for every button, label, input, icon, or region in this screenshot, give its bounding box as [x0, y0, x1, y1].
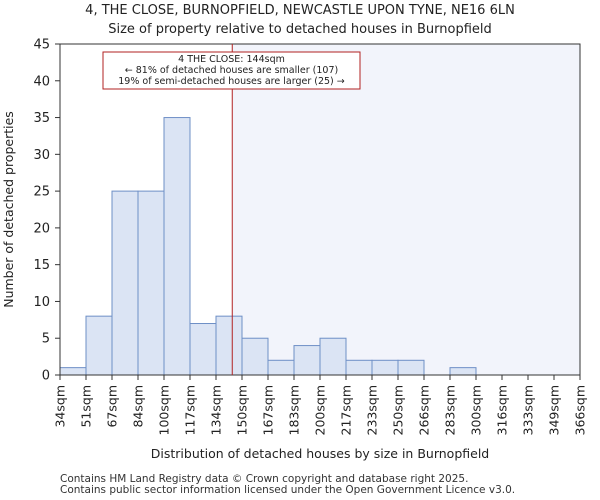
bar-233sqm	[371, 359, 399, 376]
chart-subtitle: Size of property relative to detached ho…	[108, 22, 492, 37]
bar-217sqm	[345, 359, 373, 376]
x-tick-label: 266sqm	[417, 385, 432, 435]
histogram-chart: 0 5 10 15 20 25 30 35 40 45 34sqm 51sqm 67sqm 84sqm 10…	[1, 38, 588, 462]
x-tick-label: 316sqm	[495, 385, 510, 435]
x-tick-label: 283sqm	[443, 385, 458, 435]
bar-283sqm	[449, 367, 477, 376]
bar-167sqm	[267, 359, 295, 376]
x-tick-label: 100sqm	[157, 385, 172, 435]
bar-51sqm	[85, 315, 113, 376]
y-tick-label: 25	[33, 185, 50, 200]
x-tick-label: 51sqm	[79, 385, 94, 428]
footer-copyright: Contains HM Land Registry data © Crown c…	[60, 473, 469, 485]
x-tick-label: 300sqm	[469, 385, 484, 435]
x-tick-label: 349sqm	[547, 385, 562, 435]
x-tick-label: 217sqm	[339, 385, 354, 435]
y-tick-label: 5	[42, 332, 50, 347]
bar-250sqm	[397, 359, 425, 376]
bar-34sqm	[59, 367, 87, 376]
y-tick-label: 45	[33, 38, 50, 53]
footer-licence: Contains public sector information licen…	[60, 484, 516, 496]
y-tick-label: 15	[33, 258, 50, 273]
x-tick-label: 167sqm	[261, 385, 276, 435]
bar-200sqm	[319, 337, 347, 376]
x-tick-label: 150sqm	[235, 385, 250, 435]
y-tick-label: 30	[33, 148, 50, 163]
annotation-line-1: 4 THE CLOSE: 144sqm	[178, 54, 285, 65]
annotation-box: 4 THE CLOSE: 144sqm ← 81% of detached ho…	[102, 51, 361, 90]
y-tick-label: 10	[33, 295, 50, 310]
bar-150sqm	[241, 337, 269, 376]
x-tick-label: 233sqm	[365, 385, 380, 435]
x-tick-label: 183sqm	[287, 385, 302, 435]
y-tick-label: 0	[42, 369, 50, 384]
annotation-line-2: ← 81% of detached houses are smaller (10…	[125, 65, 338, 76]
bar-117sqm	[189, 323, 217, 376]
chart-title: 4, THE CLOSE, BURNOPFIELD, NEWCASTLE UPO…	[85, 3, 515, 18]
bar-100sqm	[163, 117, 191, 376]
x-tick-label: 333sqm	[521, 385, 536, 435]
y-tick-label: 20	[33, 221, 50, 236]
x-tick-label: 250sqm	[391, 385, 406, 435]
x-tick-label: 67sqm	[105, 385, 120, 428]
x-axis-label: Distribution of detached houses by size …	[151, 446, 489, 461]
bar-134sqm	[215, 315, 243, 376]
x-tick-label: 366sqm	[573, 385, 588, 435]
y-tick-label: 40	[33, 74, 50, 89]
larger-region-shade	[232, 44, 580, 375]
y-axis-label: Number of detached properties	[1, 111, 16, 308]
x-tick-label: 134sqm	[209, 385, 224, 435]
x-tick-label: 34sqm	[53, 385, 68, 428]
x-tick-label: 84sqm	[131, 385, 146, 428]
bar-84sqm	[137, 190, 165, 376]
x-tick-label: 200sqm	[313, 385, 328, 435]
x-tick-label: 117sqm	[183, 385, 198, 435]
y-tick-label: 35	[33, 111, 50, 126]
bar-67sqm	[111, 190, 139, 376]
annotation-line-3: 19% of semi-detached houses are larger (…	[118, 76, 345, 87]
bar-183sqm	[293, 345, 321, 376]
